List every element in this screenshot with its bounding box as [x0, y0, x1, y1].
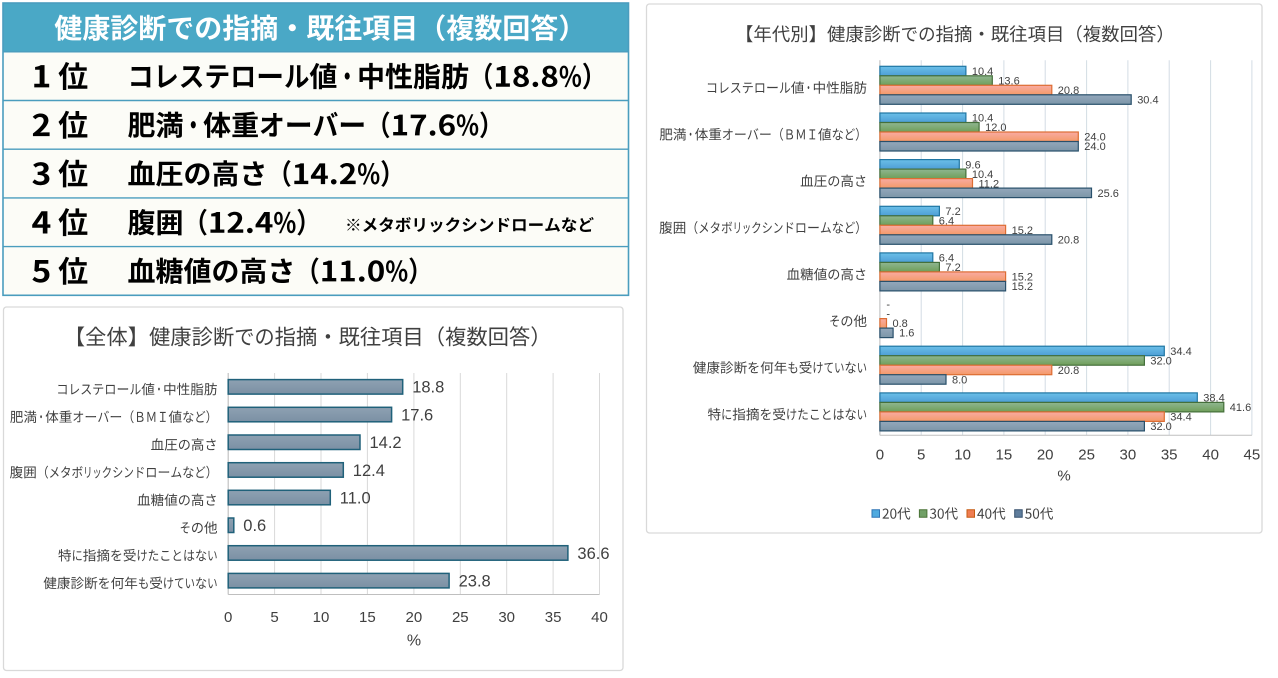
svg-text:18.8: 18.8	[412, 379, 444, 397]
svg-text:1.6: 1.6	[899, 328, 914, 340]
svg-text:0: 0	[876, 446, 884, 463]
svg-text:7.2: 7.2	[945, 262, 960, 274]
svg-text:10: 10	[313, 609, 330, 626]
svg-text:35: 35	[1161, 446, 1178, 463]
svg-text:20.8: 20.8	[1058, 365, 1079, 377]
svg-text:17.6: 17.6	[401, 406, 433, 424]
svg-text:20.8: 20.8	[1058, 234, 1079, 246]
svg-text:30: 30	[498, 609, 515, 626]
svg-text:34.4: 34.4	[1170, 412, 1191, 424]
svg-text:15: 15	[359, 609, 376, 626]
svg-text:9.6: 9.6	[965, 159, 980, 171]
svg-text:25: 25	[1078, 446, 1095, 463]
svg-text:25.6: 25.6	[1098, 188, 1119, 200]
svg-text:40: 40	[1202, 446, 1219, 463]
svg-text:13.6: 13.6	[998, 76, 1019, 88]
svg-text:10.4: 10.4	[972, 113, 993, 125]
svg-text:23.8: 23.8	[459, 573, 491, 591]
svg-text:36.6: 36.6	[577, 545, 609, 563]
svg-text:30.4: 30.4	[1137, 95, 1158, 107]
svg-text:-: -	[886, 299, 890, 311]
svg-text:5: 5	[270, 609, 278, 626]
svg-text:11.0: 11.0	[340, 490, 371, 508]
svg-text:%: %	[407, 633, 421, 650]
svg-text:14.2: 14.2	[370, 434, 402, 452]
svg-text:15.2: 15.2	[1012, 272, 1033, 284]
svg-text:0.8: 0.8	[893, 318, 908, 330]
svg-text:0.6: 0.6	[243, 517, 266, 535]
svg-text:25: 25	[452, 609, 469, 626]
svg-text:15: 15	[996, 446, 1013, 463]
svg-text:20: 20	[406, 609, 423, 626]
svg-text:6.4: 6.4	[939, 253, 954, 265]
svg-text:40: 40	[591, 609, 608, 626]
svg-text:%: %	[1057, 468, 1070, 485]
svg-text:11.2: 11.2	[979, 178, 1000, 190]
svg-text:20: 20	[1037, 446, 1054, 463]
svg-text:35: 35	[545, 609, 562, 626]
svg-text:30: 30	[1120, 446, 1137, 463]
svg-text:41.6: 41.6	[1230, 402, 1251, 414]
svg-text:32.0: 32.0	[1150, 355, 1171, 367]
svg-text:10: 10	[954, 446, 971, 463]
svg-text:10.4: 10.4	[972, 66, 993, 78]
svg-text:34.4: 34.4	[1170, 346, 1191, 358]
svg-text:5: 5	[917, 446, 925, 463]
svg-text:15.2: 15.2	[1012, 225, 1033, 237]
svg-text:32.0: 32.0	[1150, 421, 1171, 433]
svg-text:20.8: 20.8	[1058, 85, 1079, 97]
svg-text:-: -	[886, 309, 890, 321]
svg-text:12.4: 12.4	[353, 462, 385, 480]
svg-text:8.0: 8.0	[952, 374, 967, 386]
svg-text:24.0: 24.0	[1084, 132, 1105, 144]
svg-text:38.4: 38.4	[1203, 393, 1224, 405]
svg-text:10.4: 10.4	[972, 169, 993, 181]
svg-text:7.2: 7.2	[945, 206, 960, 218]
svg-text:24.0: 24.0	[1084, 141, 1105, 153]
svg-text:45: 45	[1244, 446, 1261, 463]
svg-text:0: 0	[224, 609, 232, 626]
svg-text:15.2: 15.2	[1012, 281, 1033, 293]
svg-text:12.0: 12.0	[985, 122, 1006, 134]
svg-text:6.4: 6.4	[939, 215, 954, 227]
